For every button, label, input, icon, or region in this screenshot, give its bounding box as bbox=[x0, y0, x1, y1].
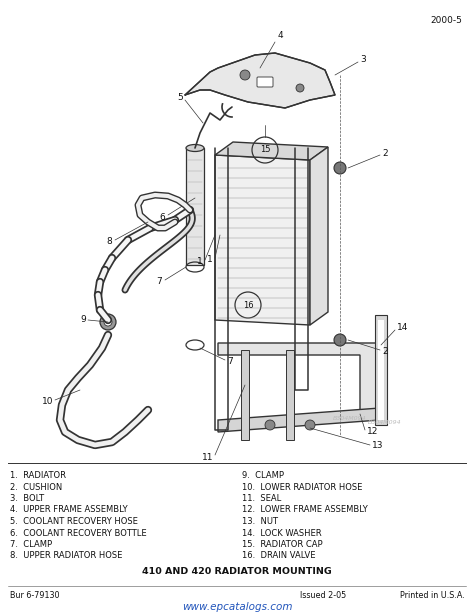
Circle shape bbox=[296, 84, 304, 92]
Text: 12: 12 bbox=[367, 427, 378, 437]
Text: 2000-5: 2000-5 bbox=[430, 16, 462, 25]
Text: 9: 9 bbox=[80, 315, 86, 325]
Text: 1: 1 bbox=[207, 255, 213, 264]
Bar bbox=[375, 315, 387, 425]
Ellipse shape bbox=[186, 145, 204, 151]
Text: 13.  NUT: 13. NUT bbox=[242, 517, 278, 526]
Circle shape bbox=[265, 420, 275, 430]
Circle shape bbox=[305, 420, 315, 430]
Circle shape bbox=[334, 162, 346, 174]
Circle shape bbox=[100, 314, 116, 330]
Text: 14: 14 bbox=[397, 323, 409, 333]
Bar bbox=[378, 320, 384, 420]
Text: 7: 7 bbox=[227, 357, 233, 367]
Bar bbox=[286, 350, 294, 440]
Text: 6: 6 bbox=[159, 213, 165, 221]
Text: 15: 15 bbox=[260, 146, 270, 154]
Text: 16.  DRAIN VALVE: 16. DRAIN VALVE bbox=[242, 552, 316, 560]
Polygon shape bbox=[310, 147, 328, 325]
Text: 6.  COOLANT RECOVERY BOTTLE: 6. COOLANT RECOVERY BOTTLE bbox=[10, 528, 146, 538]
Text: 2: 2 bbox=[382, 148, 388, 157]
Text: 9.  CLAMP: 9. CLAMP bbox=[242, 471, 284, 480]
Circle shape bbox=[104, 318, 112, 326]
Text: B304M094: B304M094 bbox=[333, 416, 367, 421]
Text: 4: 4 bbox=[278, 31, 283, 40]
Text: 12.  LOWER FRAME ASSEMBLY: 12. LOWER FRAME ASSEMBLY bbox=[242, 506, 368, 515]
Text: Printed in U.S.A.: Printed in U.S.A. bbox=[400, 591, 465, 600]
Text: 15.  RADIATOR CAP: 15. RADIATOR CAP bbox=[242, 540, 323, 549]
Text: 3.  BOLT: 3. BOLT bbox=[10, 494, 44, 503]
Polygon shape bbox=[218, 343, 380, 420]
Circle shape bbox=[334, 334, 346, 346]
Polygon shape bbox=[185, 53, 335, 108]
Text: 1.  RADIATOR: 1. RADIATOR bbox=[10, 471, 66, 480]
Text: 8.  UPPER RADIATOR HOSE: 8. UPPER RADIATOR HOSE bbox=[10, 552, 122, 560]
Bar bbox=[186, 148, 204, 265]
FancyBboxPatch shape bbox=[257, 77, 273, 87]
Text: 7: 7 bbox=[156, 277, 162, 287]
Text: 5.  COOLANT RECOVERY HOSE: 5. COOLANT RECOVERY HOSE bbox=[10, 517, 138, 526]
Polygon shape bbox=[218, 408, 380, 432]
Polygon shape bbox=[215, 142, 328, 160]
Text: 11.  SEAL: 11. SEAL bbox=[242, 494, 281, 503]
Text: Issued 2-05: Issued 2-05 bbox=[300, 591, 346, 600]
Bar bbox=[241, 350, 249, 440]
Text: 8: 8 bbox=[106, 237, 112, 247]
Text: 16: 16 bbox=[243, 301, 253, 309]
Text: 4.  UPPER FRAME ASSEMBLY: 4. UPPER FRAME ASSEMBLY bbox=[10, 506, 128, 515]
Text: 10: 10 bbox=[42, 397, 53, 407]
Text: 13: 13 bbox=[372, 440, 383, 450]
Text: www.epcatalogs.com: www.epcatalogs.com bbox=[182, 602, 292, 612]
Text: B304M094: B304M094 bbox=[368, 421, 402, 426]
Polygon shape bbox=[215, 155, 310, 325]
Text: 2.  CUSHION: 2. CUSHION bbox=[10, 483, 62, 491]
Text: 14.  LOCK WASHER: 14. LOCK WASHER bbox=[242, 528, 322, 538]
Text: 1: 1 bbox=[197, 258, 203, 266]
Text: 2: 2 bbox=[382, 347, 388, 357]
Text: 3: 3 bbox=[360, 55, 366, 65]
Text: 410 AND 420 RADIATOR MOUNTING: 410 AND 420 RADIATOR MOUNTING bbox=[142, 567, 332, 576]
Text: 5: 5 bbox=[177, 93, 183, 103]
Text: 11: 11 bbox=[201, 453, 213, 461]
Circle shape bbox=[240, 70, 250, 80]
Text: Bur 6-79130: Bur 6-79130 bbox=[10, 591, 60, 600]
Text: 7.  CLAMP: 7. CLAMP bbox=[10, 540, 52, 549]
Text: 10.  LOWER RADIATOR HOSE: 10. LOWER RADIATOR HOSE bbox=[242, 483, 363, 491]
